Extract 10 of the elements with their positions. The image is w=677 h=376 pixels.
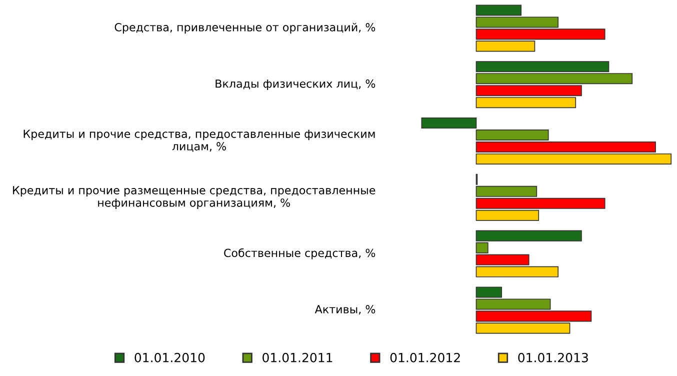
legend-label: 01.01.2010 [134, 352, 205, 362]
y-tick-label: Средства, привлеченные от организаций, % [114, 22, 376, 34]
y-tick-label: Кредиты и прочие размещенные средства, предоставленные нефинансовым организациям, % [13, 186, 376, 209]
legend-label: 01.01.2012 [390, 352, 460, 362]
y-tick-label: Активы, % [314, 305, 376, 315]
legend-label: 01.01.2011 [262, 352, 332, 362]
y-tick-label: Вклады физических лиц, % [216, 79, 376, 90]
y-tick-label: Собственные средства, % [224, 248, 376, 260]
legend-label: 01.01.2013 [518, 352, 588, 362]
y-tick-label: Кредиты и прочие средства, предоставленные физическим лицам, % [24, 130, 375, 152]
